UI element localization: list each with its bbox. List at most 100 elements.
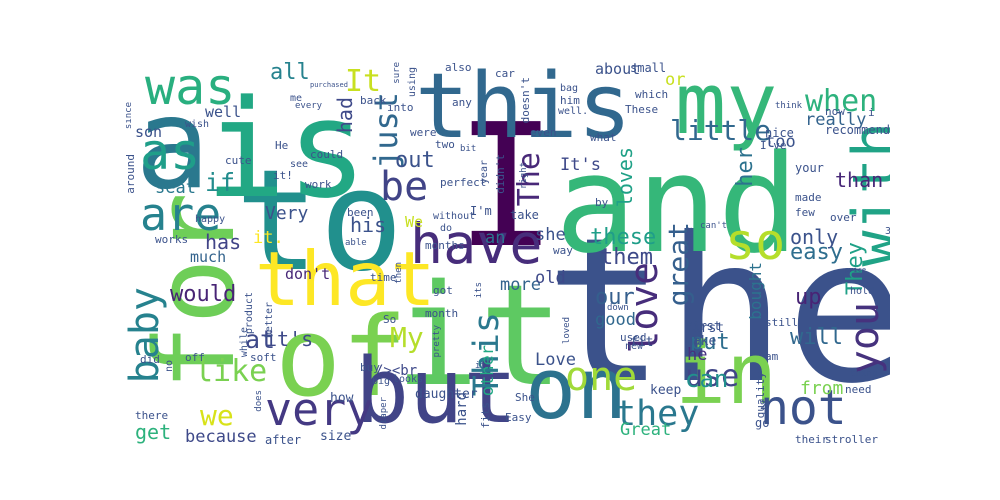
cloud-word: well [205,103,242,121]
cloud-word: which [635,88,669,101]
cloud-word: use [685,359,740,394]
cloud-word: These [625,103,659,116]
cloud-word: month [425,307,459,320]
cloud-word: new [625,341,644,352]
cloud-word: would [170,282,237,307]
cloud-word: good [595,310,636,330]
cloud-word: baby [125,287,168,384]
cloud-word: are [140,188,222,241]
cloud-word: now [825,105,845,118]
cloud-word: make [685,334,717,349]
cloud-word: So [383,313,397,326]
cloud-word: him [560,94,580,107]
cloud-word: be [380,164,429,210]
cloud-word: small [630,62,667,75]
cloud-word: had [333,97,357,134]
cloud-word: it [395,255,564,418]
cloud-word: been [347,206,374,219]
cloud-word: We [405,213,424,231]
cloud-word: stroller [825,433,878,445]
cloud-word: old [535,268,566,288]
cloud-word: made [795,191,822,204]
cloud-word: it's [265,327,314,351]
cloud-word: wish [185,119,210,130]
cloud-word: loved [562,317,572,345]
cloud-word: Easy [505,411,532,424]
cloud-word: around [125,154,137,194]
cloud-word: perfect [440,176,487,189]
cloud-word: go [755,416,770,430]
cloud-word: even [530,126,557,139]
cloud-word: can [685,365,729,393]
cloud-word: them [600,245,653,270]
cloud-word: as [140,123,201,181]
cloud-word: purchased [310,81,348,89]
cloud-word: an [485,228,506,248]
cloud-word: fits [479,402,492,429]
cloud-word: does [254,390,264,412]
cloud-word: he [687,345,708,365]
cloud-word: pretty [432,325,442,358]
cloud-word: think [775,101,803,111]
cloud-word: My [390,321,424,354]
cloud-word: got [433,284,453,297]
cloud-word: my [675,62,778,154]
cloud-word: work [305,178,332,191]
cloud-word: is [205,71,368,228]
cloud-word: it, [475,361,492,371]
cloud-word: see [290,159,309,170]
cloud-word: first [685,319,722,333]
cloud-word: some [684,227,695,252]
cloud-word: much [190,248,227,266]
cloud-word: our [595,285,635,310]
cloud-word: cute [225,154,252,167]
cloud-word: need [845,383,872,396]
cloud-word: than [835,168,884,192]
cloud-word: very [265,383,374,436]
cloud-word: months [425,239,465,252]
cloud-word: when [805,84,878,119]
cloud-word: She [515,391,535,404]
cloud-word: his [350,213,387,237]
cloud-word: by [595,196,609,209]
cloud-word: Great [620,420,672,440]
cloud-word: if [205,168,236,197]
cloud-word: hold [850,286,875,297]
cloud-word: hard [454,392,470,426]
cloud-word: put [690,330,730,355]
cloud-word: since [125,102,134,130]
cloud-word: like [195,354,268,389]
cloud-word: on [525,340,628,439]
cloud-word: but [355,339,518,444]
cloud-word: only [790,225,839,249]
cloud-word: still [765,316,799,329]
cloud-word: happy [195,214,226,225]
cloud-word: am [765,350,779,363]
cloud-word: It's [560,155,601,175]
cloud-word: also [445,62,472,74]
cloud-word: without [433,211,476,222]
cloud-word: i [868,106,875,119]
cloud-word: not [760,380,847,436]
cloud-word: a [135,72,211,217]
cloud-word: her [733,147,758,187]
cloud-word: soft [250,351,277,364]
cloud-word: time [370,271,397,284]
cloud-word: she [535,225,566,245]
cloud-word: or [665,70,686,90]
cloud-word: from [800,378,844,399]
cloud-word: it. [253,228,284,248]
cloud-word: buy [360,361,380,374]
cloud-word: Very [265,203,309,224]
cloud-word: me [290,93,303,104]
cloud-word: then [394,262,404,284]
cloud-word: their [795,433,829,445]
cloud-word: and [555,126,799,283]
cloud-word: it! [273,169,293,182]
cloud-word: has [205,230,242,254]
cloud-word: /><br [375,363,418,379]
cloud-word: bit [460,144,477,154]
cloud-word: we [200,399,234,432]
cloud-word: doesn't [519,77,532,124]
cloud-word: nice [765,126,794,140]
